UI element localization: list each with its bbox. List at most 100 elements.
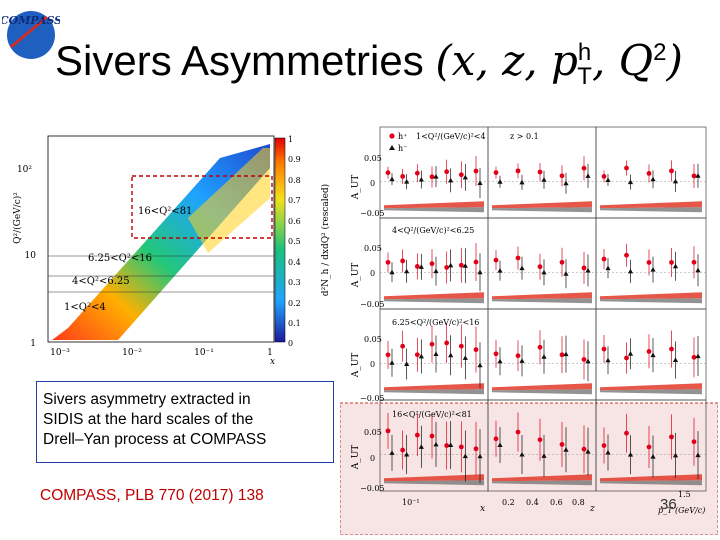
marker-hplus (493, 351, 499, 357)
marker-hminus (477, 180, 483, 185)
marker-hplus (429, 174, 435, 180)
marker-hminus (433, 441, 439, 447)
systematic-band-gray (492, 207, 592, 213)
marker-hplus (601, 173, 607, 179)
marker-hminus (541, 354, 547, 359)
marker-hplus (624, 355, 629, 361)
color-scale-ticks: 1 0.9 0.8 0.7 0.6 0.5 0.4 0.3 0.2 0.1 0 (288, 135, 301, 348)
marker-hplus (559, 259, 565, 265)
marker-hplus (691, 259, 697, 265)
systematic-band-red (492, 292, 592, 300)
marker-hminus (585, 449, 591, 454)
marker-hminus (585, 173, 591, 178)
marker-hminus (541, 177, 547, 182)
x-name-col3: p_T (GeV/c) (658, 506, 705, 515)
systematic-band-gray (384, 298, 484, 304)
x-name-col1: x (480, 504, 485, 514)
z-tick: 0.5 (288, 237, 301, 246)
highlight-row (339, 402, 719, 536)
marker-hplus (691, 439, 697, 445)
marker-hminus (448, 177, 454, 183)
summary-line-3: Drell–Yan process at COMPASS (43, 431, 267, 448)
marker-hminus (389, 176, 395, 182)
systematic-band-red (600, 474, 702, 482)
systematic-band-gray (600, 389, 702, 395)
marker-hminus (605, 449, 611, 455)
region-label-4: 16<Q²<81 (138, 206, 192, 217)
z-tick: 0.4 (288, 258, 301, 267)
marker-hplus (400, 343, 406, 349)
marker-hminus (462, 174, 468, 180)
z-tick: 0.8 (288, 176, 301, 185)
x-tick-col3: 1.5 (678, 490, 691, 499)
marker-hminus (627, 268, 634, 274)
systematic-band-gray (492, 389, 592, 395)
marker-hminus (519, 451, 525, 457)
marker-hplus (624, 165, 629, 171)
marker-hplus (537, 344, 543, 350)
systematic-band-gray (492, 480, 592, 486)
marker-hplus (581, 165, 587, 171)
row-label-2: 4<Q²/(GeV/c)²<6.25 (392, 226, 474, 235)
marker-hplus (400, 447, 406, 453)
panel-points (385, 156, 701, 484)
x-tick-001: 10⁻² (122, 348, 142, 358)
highlight-box (131, 175, 273, 239)
marker-hplus (601, 346, 607, 352)
legend-range: 1<Q²/(GeV/c)²<4 (416, 132, 486, 141)
marker-hminus (404, 361, 410, 367)
marker-hminus (695, 353, 701, 359)
y-tick: 0.05 (364, 428, 382, 437)
x-tick-1: 1 (267, 348, 273, 358)
marker-hplus (669, 168, 674, 174)
marker-hplus (473, 347, 479, 353)
marker-hminus (563, 447, 569, 452)
title-close: ) (666, 36, 683, 85)
marker-hplus (559, 352, 565, 358)
marker-hminus (418, 176, 424, 182)
row-label-4: 16<Q²/(GeV/c)²<81 (392, 410, 472, 419)
heatmap-hot-region (188, 148, 270, 253)
marker-hminus (418, 264, 424, 269)
marker-hplus (515, 429, 521, 435)
marker-hminus (695, 173, 701, 178)
z-tick: 0.3 (288, 278, 301, 287)
compass-logo: COMPASS (0, 4, 62, 62)
marker-hplus (400, 174, 406, 179)
marker-hminus (497, 442, 503, 447)
logo-arrow (10, 16, 48, 48)
systematic-band-red (384, 474, 484, 482)
summary-line-2: SIDIS at the hard scales of the (43, 411, 254, 428)
z-tick: 0.6 (288, 217, 301, 226)
systematic-band-red (384, 292, 484, 300)
legend-hplus: h⁺ (398, 132, 407, 141)
y-ticks: 0.05 0 −0.05 0.05 0 −0.05 0.05 0 −0.05 0… (360, 154, 385, 493)
systematic-band-red (384, 201, 484, 209)
marker-hplus (444, 265, 450, 270)
marker-hplus (691, 354, 697, 360)
marker-hplus (385, 352, 391, 358)
x-name-col2: z (589, 504, 595, 514)
marker-hplus (493, 436, 499, 442)
x-axis-label: x (270, 357, 275, 364)
marker-hminus (563, 271, 569, 276)
marker-hminus (389, 269, 395, 275)
marker-hplus (559, 173, 565, 179)
marker-hminus (519, 265, 525, 271)
marker-hplus (646, 348, 652, 354)
systematic-band-red (492, 201, 592, 209)
marker-hplus (385, 259, 391, 265)
marker-hminus (627, 452, 634, 457)
marker-hplus (537, 169, 543, 175)
marker-hminus (389, 360, 395, 365)
logo-circle (7, 11, 55, 59)
marker-hplus (414, 432, 420, 438)
marker-hplus (515, 353, 521, 359)
marker-hminus (672, 452, 679, 458)
marker-hminus (541, 269, 547, 275)
marker-hminus (389, 450, 395, 455)
marker-hminus (672, 263, 679, 269)
page-number: 36 (660, 496, 677, 513)
panel-grid (379, 126, 707, 492)
systematic-band-red (492, 383, 592, 391)
